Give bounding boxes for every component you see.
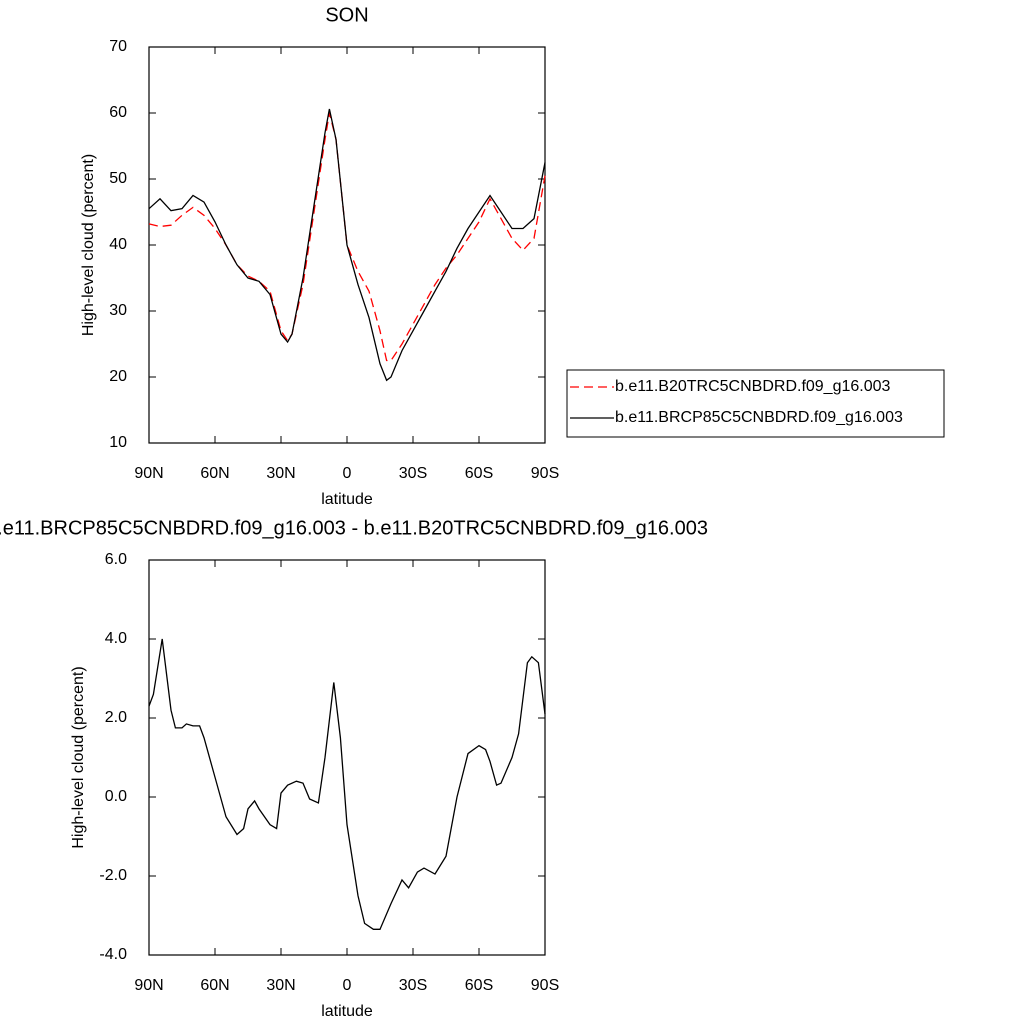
- x-tick-label: 90S: [531, 465, 559, 482]
- line: [148, 112, 546, 362]
- y-tick-label: 0.0: [105, 788, 127, 805]
- legend-label: b.e11.B20TRC5CNBDRD.f09_g16.003: [615, 378, 891, 395]
- y-tick-label: 50: [109, 170, 127, 187]
- chart-title: b.e11.BRCP85C5CNBDRD.f09_g16.003 - b.e11…: [0, 517, 708, 539]
- line: [148, 638, 546, 930]
- y-tick-label: -2.0: [99, 867, 127, 884]
- line: [148, 108, 546, 382]
- y-axis-label: High-level cloud (percent): [70, 666, 87, 848]
- y-tick-label: 60: [109, 104, 127, 121]
- x-tick-label: 90S: [531, 977, 559, 994]
- chart-title: SON: [325, 4, 368, 26]
- y-tick-label: 10: [109, 434, 127, 451]
- y-tick-label: 70: [109, 38, 127, 55]
- x-tick-label: 90N: [134, 465, 163, 482]
- legend-box: [566, 369, 945, 438]
- x-tick-label: 90N: [134, 977, 163, 994]
- y-tick-label: -4.0: [99, 946, 127, 963]
- x-tick-label: 60N: [200, 465, 229, 482]
- y-tick-label: 20: [109, 368, 127, 385]
- y-axis-label: High-level cloud (percent): [80, 154, 97, 336]
- x-tick-label: 0: [343, 977, 352, 994]
- x-tick-label: 30S: [399, 977, 427, 994]
- x-tick-label: 30N: [266, 465, 295, 482]
- x-axis-label: latitude: [321, 1003, 373, 1020]
- x-axis-label: latitude: [321, 491, 373, 508]
- x-tick-label: 0: [343, 465, 352, 482]
- y-tick-label: 2.0: [105, 709, 127, 726]
- x-tick-label: 30S: [399, 465, 427, 482]
- x-tick-label: 60N: [200, 977, 229, 994]
- y-tick-label: 4.0: [105, 630, 127, 647]
- x-tick-label: 60S: [465, 465, 493, 482]
- y-tick-label: 30: [109, 302, 127, 319]
- x-tick-label: 30N: [266, 977, 295, 994]
- plot-frame: [148, 559, 546, 956]
- y-tick-label: 40: [109, 236, 127, 253]
- y-tick-label: 6.0: [105, 551, 127, 568]
- x-tick-label: 60S: [465, 977, 493, 994]
- legend-label: b.e11.BRCP85C5CNBDRD.f09_g16.003: [615, 409, 903, 426]
